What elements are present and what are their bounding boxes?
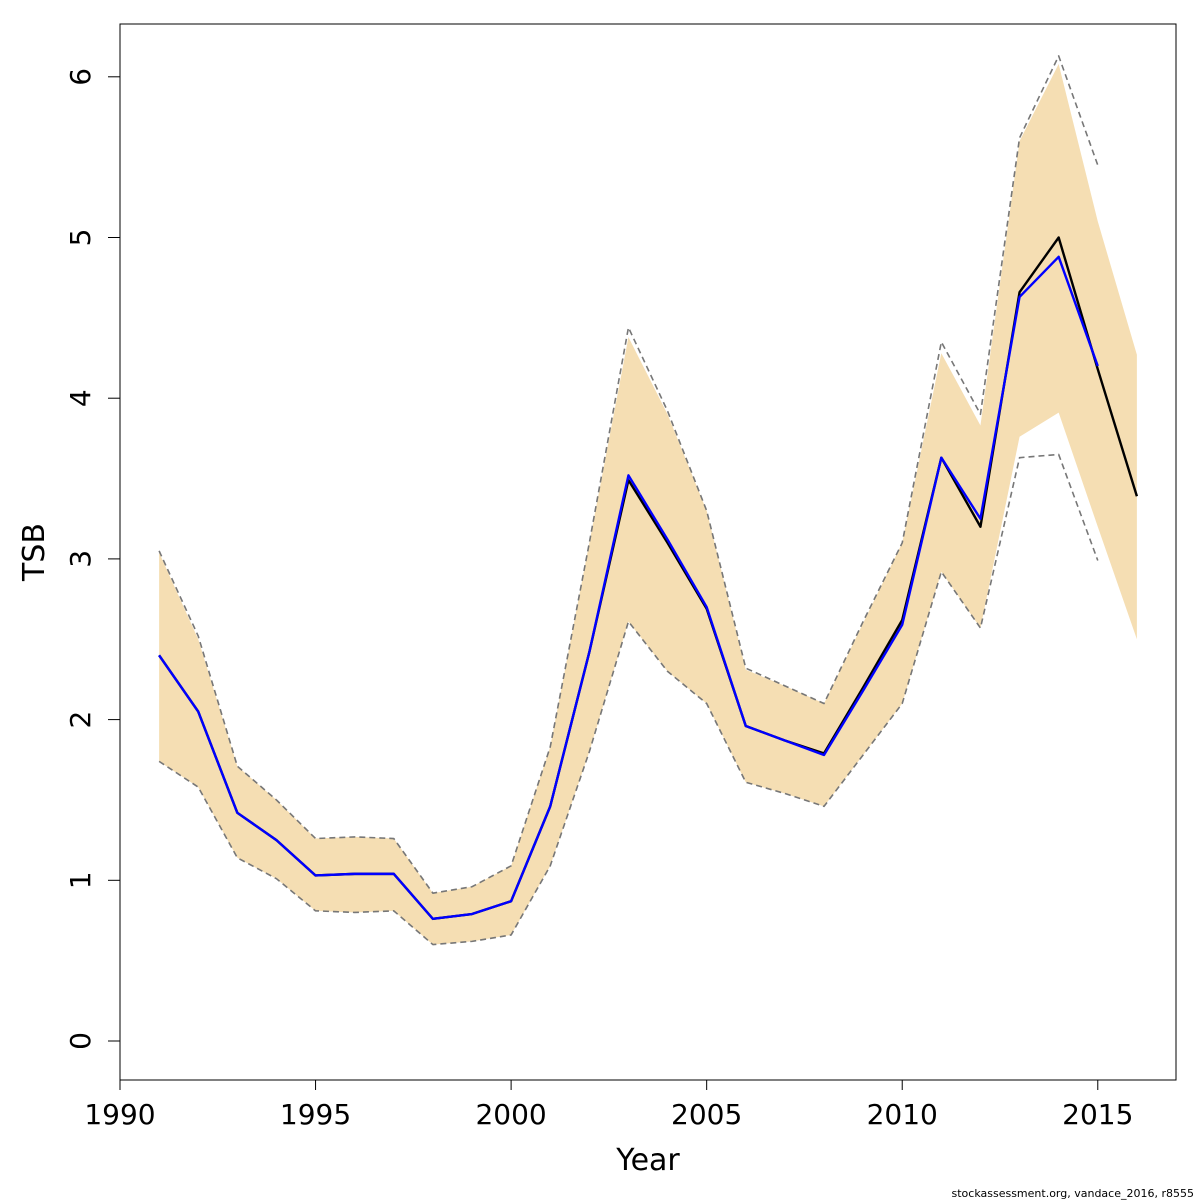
y-tick-label: 3 xyxy=(64,550,97,568)
y-tick-label: 2 xyxy=(64,711,97,729)
series-lines-layer xyxy=(158,55,1139,946)
y-tick-label: 4 xyxy=(64,389,97,407)
y-tick-label: 1 xyxy=(64,871,97,889)
x-axis: 1990 1995 2000 2005 2010 2015 xyxy=(84,1079,1133,1131)
y-tick-label: 0 xyxy=(64,1032,97,1050)
y-axis: 0 1 2 3 4 5 6 xyxy=(64,68,121,1050)
y-tick-label: 5 xyxy=(64,229,97,247)
x-axis-title: Year xyxy=(615,1143,680,1178)
x-tick-label: 2000 xyxy=(475,1098,546,1131)
source-credit: stockassessment.org, vandace_2016, r8555 xyxy=(952,1187,1195,1200)
x-tick-label: 1990 xyxy=(84,1098,155,1131)
x-tick-label: 2005 xyxy=(671,1098,742,1131)
y-axis-title: TSB xyxy=(17,523,52,582)
confidence-band-layer xyxy=(159,63,1137,945)
x-tick-label: 2010 xyxy=(867,1098,938,1131)
y-tick-label: 6 xyxy=(64,68,97,86)
series-line-1 xyxy=(158,255,1099,921)
bound-line-3 xyxy=(158,453,1099,946)
confidence-band xyxy=(159,63,1137,945)
x-tick-label: 2015 xyxy=(1062,1098,1133,1131)
x-tick-label: 1995 xyxy=(280,1098,351,1131)
